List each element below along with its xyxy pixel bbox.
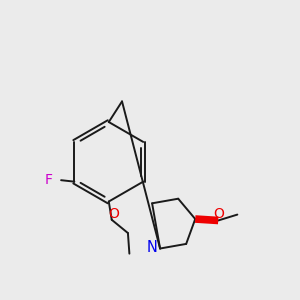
Text: N: N [146, 239, 157, 254]
Text: O: O [108, 208, 118, 221]
Text: F: F [44, 173, 52, 187]
Text: O: O [214, 207, 224, 221]
